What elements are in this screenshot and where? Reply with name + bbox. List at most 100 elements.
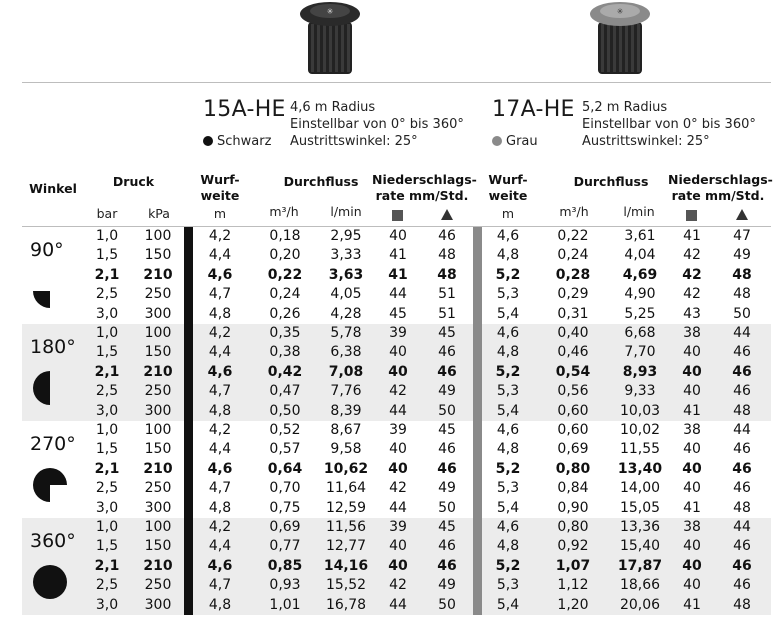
- nozzle-1-color: Schwarz: [203, 133, 271, 150]
- table-cell: 150: [144, 344, 172, 361]
- table-cell: 4,6: [496, 228, 520, 244]
- table-cell: 9,33: [624, 383, 656, 400]
- spray-pattern-icon: [33, 468, 67, 502]
- header-niederschlag-1: Niederschlags-rate mm/Std.: [372, 172, 477, 203]
- table-cell: 5,3: [496, 383, 520, 400]
- table-cell: 41: [683, 596, 701, 613]
- nozzle-1-color-bar: [184, 324, 193, 421]
- table-cell: 10,02: [619, 422, 661, 438]
- table-cell: 250: [144, 577, 172, 594]
- table-cell: 5,2: [495, 460, 521, 477]
- table-cell: 0,90: [557, 499, 589, 516]
- table-cell: 3,0: [95, 402, 119, 419]
- table-cell: 13,40: [617, 460, 663, 477]
- table-cell: 0,42: [267, 363, 303, 380]
- table-cell: 300: [144, 499, 172, 516]
- table-cell: 4,6: [207, 266, 233, 283]
- angle-label: 90°: [30, 239, 64, 261]
- table-cell: 40: [683, 480, 701, 497]
- table-cell: 0,85: [267, 557, 303, 574]
- table-cell: 45: [438, 519, 456, 535]
- table-cell: 0,80: [555, 460, 591, 477]
- table-cell: 1,01: [269, 596, 301, 613]
- table-cell: 4,6: [207, 557, 233, 574]
- table-cell: 50: [438, 499, 456, 516]
- table-cell: 14,00: [619, 480, 661, 497]
- table-cell: 44: [389, 286, 407, 303]
- color-dot-icon: [492, 136, 502, 146]
- table-cell: 1,5: [95, 344, 119, 361]
- table-cell: 2,5: [95, 286, 119, 303]
- nozzle-2-specs: 5,2 m Radius Einstellbar von 0° bis 360° A…: [582, 100, 756, 149]
- table-cell: 41: [683, 228, 701, 244]
- nozzle-2-color-bar: [473, 227, 482, 324]
- nozzle-2-color-bar: [473, 518, 482, 615]
- table-cell: 46: [438, 228, 456, 244]
- table-cell: 40: [389, 441, 407, 458]
- table-cell: 0,92: [557, 538, 589, 555]
- table-cell: 4,7: [208, 383, 232, 400]
- table-cell: 40: [388, 557, 408, 574]
- table-cell: 7,70: [624, 344, 656, 361]
- table-cell: 4,04: [624, 247, 656, 264]
- table-cell: 40: [388, 363, 408, 380]
- table-cell: 50: [438, 402, 456, 419]
- table-cell: 0,26: [269, 305, 301, 322]
- table-cell: 15,05: [619, 499, 661, 516]
- table-cell: 0,22: [557, 228, 589, 244]
- table-cell: 7,08: [328, 363, 364, 380]
- table-cell: 0,56: [557, 383, 589, 400]
- table-cell: 45: [438, 422, 456, 438]
- header-divider: [22, 226, 771, 227]
- angle-group: 90° 1,0 100 4,2 0,18 2,95 40 46 4,6 0,22 3,61 41 47 1…: [22, 227, 771, 324]
- table-cell: 5,78: [330, 325, 362, 341]
- table-cell: 4,69: [622, 266, 658, 283]
- table-cell: 210: [143, 460, 173, 477]
- table-cell: 42: [389, 577, 407, 594]
- table-cell: 2,1: [94, 557, 120, 574]
- table-cell: 4,05: [330, 286, 362, 303]
- table-cell: 46: [733, 480, 751, 497]
- table-cell: 4,8: [496, 441, 520, 458]
- table-cell: 2,5: [95, 480, 119, 497]
- table-cell: 2,5: [95, 577, 119, 594]
- top-divider: [22, 82, 771, 83]
- table-cell: 48: [733, 402, 751, 419]
- table-cell: 3,63: [328, 266, 364, 283]
- table-cell: 0,22: [267, 266, 303, 283]
- table-cell: 0,40: [557, 325, 589, 341]
- table-cell: 300: [144, 402, 172, 419]
- table-cell: 2,1: [94, 363, 120, 380]
- table-cell: 4,2: [208, 325, 232, 341]
- table-cell: 48: [733, 499, 751, 516]
- table-cell: 16,78: [325, 596, 367, 613]
- triangle-pattern-icon: [736, 205, 748, 224]
- nozzle-1-color-bar: [184, 227, 193, 324]
- table-cell: 210: [143, 363, 173, 380]
- table-cell: 7,76: [330, 383, 362, 400]
- table-cell: 4,7: [208, 286, 232, 303]
- angle-label: 180°: [30, 336, 76, 358]
- table-cell: 4,28: [330, 305, 362, 322]
- table-cell: 100: [144, 422, 172, 438]
- table-cell: 44: [389, 596, 407, 613]
- table-cell: 48: [733, 596, 751, 613]
- table-cell: 49: [438, 383, 456, 400]
- table-cell: 300: [144, 305, 172, 322]
- table-cell: 40: [683, 577, 701, 594]
- table-cell: 1,5: [95, 538, 119, 555]
- table-cell: 0,64: [267, 460, 303, 477]
- nozzle-15a-image: ✳: [300, 2, 360, 74]
- table-cell: 12,77: [325, 538, 367, 555]
- table-cell: 48: [733, 286, 751, 303]
- table-cell: 40: [389, 538, 407, 555]
- square-pattern-icon: [392, 206, 403, 225]
- table-cell: 17,87: [617, 557, 663, 574]
- angle-group: 180° 1,0 100 4,2 0,35 5,78 39 45 4,6 0,40 6,68 38 44…: [22, 324, 771, 421]
- table-cell: 46: [732, 363, 752, 380]
- table-cell: 48: [437, 266, 457, 283]
- table-cell: 4,4: [208, 344, 232, 361]
- nozzle-2-title: 17A-HE: [492, 97, 575, 122]
- table-cell: 39: [389, 519, 407, 535]
- table-cell: 40: [682, 363, 702, 380]
